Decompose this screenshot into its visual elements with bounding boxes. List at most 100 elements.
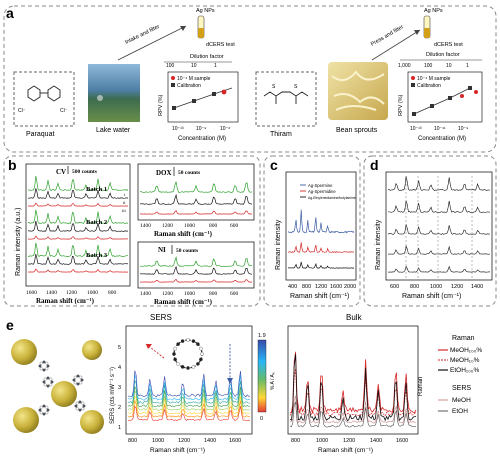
legend-right-1: Calibration [417, 83, 441, 89]
legend-raman-2: EtOH₁₀₀% [450, 367, 479, 374]
gold-nanoparticle-2 [13, 407, 39, 433]
xlabel-d: Raman shift (cm⁻¹) [402, 293, 461, 300]
xtick-c-4: 2000 [344, 284, 356, 290]
macrocycle-icon [172, 338, 204, 370]
thiram-structure [263, 91, 309, 104]
sers-plot [125, 325, 253, 435]
molecule-cluster-3 [72, 374, 84, 386]
cv-trace-green-1 [27, 209, 129, 224]
xtick-d-1: 800 [410, 284, 419, 290]
lake-photo: Lake water [88, 64, 140, 134]
c-trace-blue [287, 209, 355, 234]
cv-counts: 500 counts [72, 169, 97, 175]
bulk-xtick-0: 800 [291, 438, 300, 444]
sprouts-photo: Bean sprouts [328, 62, 388, 134]
svg-text:S: S [272, 84, 276, 90]
thiram-block: S S Thiram [255, 71, 317, 138]
panel-d-letter: d [370, 157, 379, 173]
xtick-b-ni-3: 800 [209, 291, 218, 297]
sers-xlabel: Raman shift (cm⁻¹) [150, 447, 205, 454]
flow-right: Press and filter Ag NPs dCERS test Dilut… [370, 8, 482, 69]
xtick-d-2: 1000 [430, 284, 442, 290]
ring-atom-0 [200, 352, 204, 356]
bean-sprouts-image [328, 62, 388, 120]
dilution-tick-left-2: 1 [214, 63, 217, 69]
panel-a-letter: a [6, 5, 14, 21]
rpv-chart-left-frame [167, 71, 239, 123]
sers-trace-1 [127, 400, 251, 418]
ylabel-b: Raman intensity (a.u.) [15, 208, 22, 276]
batch-label-2: Batch 2 [86, 219, 107, 226]
xtick-d-3: 1200 [451, 284, 463, 290]
cv-trace-black-2 [27, 254, 129, 265]
xlabel-a-right: Concentration (M) [418, 136, 466, 142]
legend-c-2: Ag-Ethylenediamine/butylamine [308, 196, 356, 200]
ylabel-c: Raman intensity [275, 219, 282, 270]
panel-c-letter: c [270, 157, 278, 173]
xtick-b-left-4: 800 [108, 290, 117, 296]
bulk-trace-sers-etoh [289, 401, 417, 428]
xtick-b-ni-4: 600 [230, 291, 239, 297]
bulk-xlabel: Raman shift (cm⁻¹) [318, 447, 373, 454]
dox-spectra-box [137, 163, 255, 221]
d-trace-2 [387, 224, 491, 235]
bulk-title: Bulk [346, 313, 363, 322]
dox-label: DOX [156, 169, 172, 177]
xtick-b-left-2: 1200 [66, 290, 77, 296]
molecule-name-right: Thiram [270, 131, 292, 138]
ring-atom-4 [186, 366, 190, 370]
xtick-a-left-2: 10⁻⁶ [220, 126, 230, 132]
gold-nanoparticle-3 [80, 410, 104, 434]
sers-xtick-1: 1000 [152, 438, 164, 444]
ring-atom-11 [180, 339, 185, 343]
xtick-b-dox-1: 1200 [162, 223, 173, 229]
bulk-trace-etoh100 [289, 354, 417, 422]
tube-label-right: Ag NPs [424, 8, 443, 14]
c-trace-red [287, 242, 355, 253]
sers-xtick-0: 800 [128, 438, 137, 444]
xtick-b-dox-0: 1400 [140, 223, 151, 229]
xtick-b-dox-4: 600 [230, 223, 239, 229]
bulk-xtick-2: 1200 [343, 438, 355, 444]
colorbar-bottom: 0 [260, 416, 263, 422]
cv-traces [27, 175, 129, 273]
legend-left-0: 10⁻⁴ M sample [177, 76, 211, 82]
ni-label: NI [158, 246, 166, 254]
panel-c: c Raman intensity Ag-Spermine Ag-Spermid… [263, 155, 361, 307]
test-label-right: dCERS test [434, 42, 463, 48]
ylabel-a-right: RPV (%) [398, 94, 404, 116]
xtick-c-0: 400 [288, 284, 297, 290]
panel-d: d Raman intensity 600 800 1000 1200 1400… [363, 155, 497, 307]
sers-ylabel: SERS (cts mW⁻¹ s⁻¹) [110, 367, 116, 424]
bulk-plot [287, 325, 419, 435]
sers-trace-6 [127, 374, 251, 401]
svg-text:S: S [294, 84, 298, 90]
dox-trace-black [139, 193, 253, 205]
panel-a-frame [3, 5, 497, 153]
dilution-tick-left-0: 100 [166, 63, 175, 69]
paraquat-structure [27, 85, 61, 102]
molecule-name-left: Paraquat [26, 131, 54, 138]
ylabel-d: Raman intensity [375, 219, 382, 270]
dox-trace-green [139, 181, 253, 193]
ring-atom-5 [180, 365, 185, 369]
tube-label-left: Ag NPs [196, 8, 215, 14]
sample-point-right-1 [474, 90, 478, 94]
xtick-c-2: 1200 [315, 284, 327, 290]
xtick-b-dox-2: 1000 [184, 223, 195, 229]
d-trace-4 [387, 265, 491, 273]
ring-atom-6 [176, 362, 180, 366]
xtick-b-dox-3: 800 [209, 223, 218, 229]
rpv-chart-right-frame [407, 71, 483, 123]
bulk-xtick-4: 1600 [396, 438, 408, 444]
xlabel-b-left: Raman shift (cm⁻¹) [36, 297, 95, 305]
panel-c-traces [287, 209, 355, 269]
dox-traces [139, 181, 253, 215]
flow-left: Intake and filter Ag NPs dCERS test Dilu… [117, 8, 235, 69]
legend-raman-0: MeOH₁₀₀% [450, 347, 482, 354]
sers-trace-2 [127, 395, 251, 415]
dilution-label-left: Dilution factor [190, 54, 224, 60]
legend-raman-title: Raman [452, 335, 475, 342]
cv-trace-red-1 [28, 235, 128, 240]
